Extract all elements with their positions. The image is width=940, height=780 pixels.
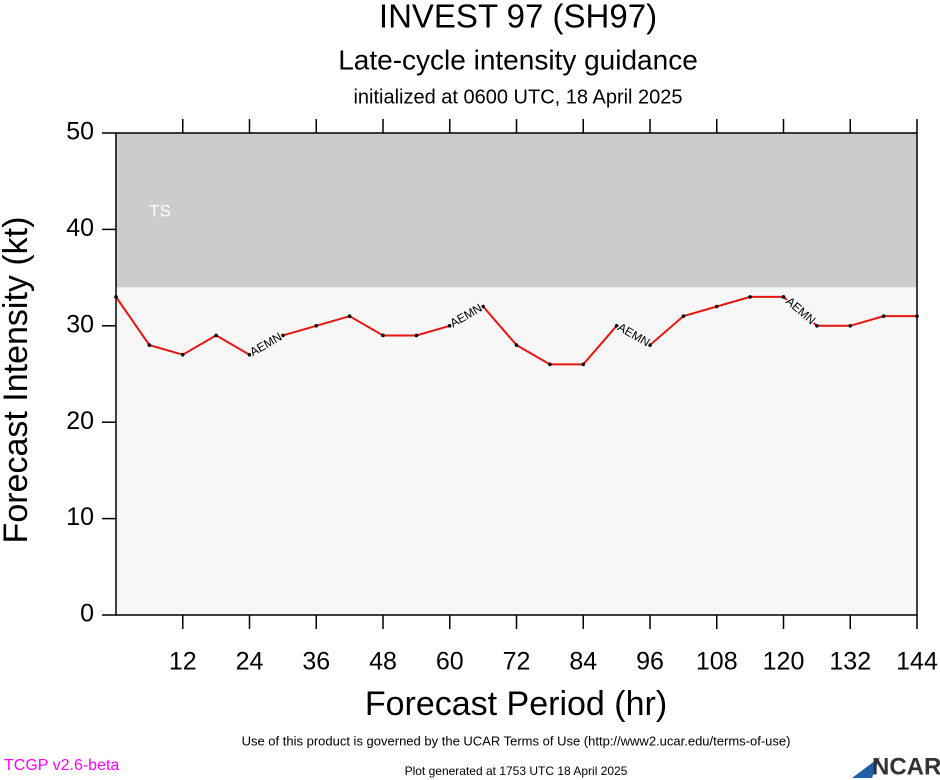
data-point	[881, 314, 886, 318]
x-tick-label: 84	[569, 648, 597, 676]
data-point	[848, 324, 853, 328]
data-point	[548, 362, 552, 367]
x-tick-label: 12	[169, 648, 197, 676]
data-point	[147, 343, 152, 347]
logo-mark	[852, 757, 880, 778]
data-point	[915, 314, 919, 318]
chart-subtitle: Late-cycle intensity guidance	[338, 44, 698, 75]
data-point	[180, 352, 185, 357]
x-tick-label: 120	[763, 648, 805, 676]
data-point	[781, 295, 786, 299]
y-axis-label: Forecast Intensity (kt)	[0, 217, 35, 544]
x-axis-label: Forecast Period (hr)	[365, 685, 667, 723]
x-tick-label: 108	[696, 648, 738, 676]
generated-text: Plot generated at 1753 UTC 18 April 2025	[405, 764, 628, 778]
x-tick-label: 144	[896, 648, 938, 676]
data-point	[281, 333, 285, 338]
data-point	[815, 324, 819, 328]
version-text: TCGP v2.6-beta	[4, 757, 119, 774]
x-tick-label: 60	[436, 648, 464, 676]
data-point	[381, 333, 385, 338]
data-point	[347, 314, 352, 318]
data-point	[447, 324, 452, 328]
chart-note: initialized at 0600 UTC, 18 April 2025	[353, 86, 682, 108]
band-label: TS	[149, 201, 171, 220]
data-point	[481, 304, 485, 309]
x-tick-label: 24	[236, 648, 264, 676]
y-tick-label: 40	[66, 214, 94, 242]
data-point	[514, 343, 519, 347]
x-tick-label: 96	[636, 648, 664, 676]
data-point	[247, 352, 252, 357]
y-tick-label: 0	[80, 600, 94, 628]
y-tick-label: 20	[66, 407, 94, 435]
logo-text: NCAR	[872, 753, 940, 780]
data-point	[314, 324, 319, 328]
data-point	[614, 324, 619, 328]
x-tick-label: 36	[302, 648, 330, 676]
intensity-band	[116, 133, 917, 288]
data-point	[581, 362, 586, 367]
data-point	[214, 333, 218, 338]
y-tick-label: 10	[66, 503, 94, 531]
data-point	[114, 295, 118, 299]
x-tick-label: 48	[369, 648, 397, 676]
y-tick-label: 50	[66, 118, 94, 146]
y-tick-label: 30	[66, 310, 94, 338]
data-point	[648, 343, 652, 347]
chart-title: INVEST 97 (SH97)	[379, 0, 657, 35]
x-tick-label: 72	[503, 648, 531, 676]
data-point	[748, 295, 752, 299]
x-tick-label: 132	[829, 648, 871, 676]
data-point	[414, 333, 419, 338]
terms-text: Use of this product is governed by the U…	[242, 733, 791, 748]
data-point	[681, 314, 686, 318]
data-point	[714, 304, 719, 309]
